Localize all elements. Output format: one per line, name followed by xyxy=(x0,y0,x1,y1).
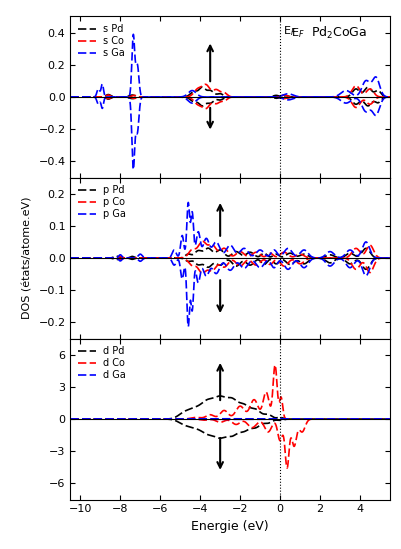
Text: E$_F$: E$_F$ xyxy=(291,26,304,40)
Text: E$_F$: E$_F$ xyxy=(283,25,296,38)
Text: Pd$_2$CoGa: Pd$_2$CoGa xyxy=(310,25,366,41)
Legend: p Pd, p Co, p Ga: p Pd, p Co, p Ga xyxy=(75,182,129,222)
Y-axis label: DOS (états/atome.eV): DOS (états/atome.eV) xyxy=(23,197,33,320)
Legend: s Pd, s Co, s Ga: s Pd, s Co, s Ga xyxy=(75,21,128,61)
Legend: d Pd, d Co, d Ga: d Pd, d Co, d Ga xyxy=(75,344,129,383)
X-axis label: Energie (eV): Energie (eV) xyxy=(191,520,268,533)
